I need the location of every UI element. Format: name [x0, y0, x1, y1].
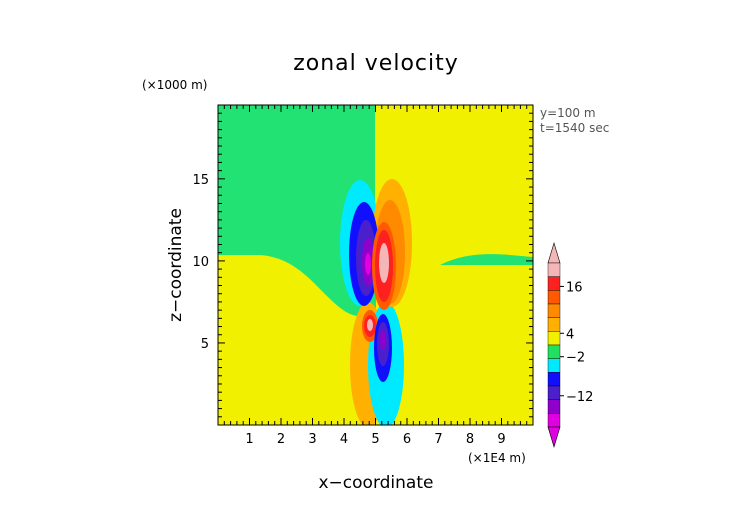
x-tick-label: 8 — [466, 432, 474, 447]
y-tick-label: 5 — [201, 337, 209, 352]
colorbar-swatch — [547, 372, 561, 387]
colorbar — [547, 241, 561, 449]
colorbar-swatch — [547, 262, 561, 277]
x-tick-label: 1 — [245, 432, 253, 447]
x-multiplier-label: (×1E4 m) — [468, 451, 526, 465]
x-tick-label: 5 — [371, 432, 379, 447]
x-tick-labels: 1 2 3 4 5 6 7 8 9 — [245, 432, 505, 447]
y-axis-label: z−coordinate — [166, 208, 186, 322]
colorbar-tick-label: −12 — [566, 390, 593, 405]
x-tick-marks — [217, 105, 534, 425]
y-tick-label: 15 — [192, 173, 209, 188]
colorbar-swatch — [547, 331, 561, 346]
x-tick-label: 2 — [277, 432, 285, 447]
plot-area — [218, 105, 533, 425]
y-tick-labels: 5 10 15 — [192, 173, 209, 352]
upper-pink-core — [379, 243, 389, 283]
y-multiplier-label: (×1000 m) — [142, 78, 207, 92]
chart-title: zonal velocity — [293, 51, 459, 76]
annotation-t: t=1540 sec — [540, 121, 609, 135]
colorbar-swatch — [547, 358, 561, 373]
x-tick-label: 9 — [497, 432, 505, 447]
colorbar-swatch — [547, 413, 561, 428]
colorbar-bottom-arrow — [547, 426, 561, 449]
lower-pink-core — [367, 319, 373, 331]
colorbar-swatch — [547, 276, 561, 291]
x-tick-label: 6 — [403, 432, 411, 447]
x-tick-label: 7 — [434, 432, 442, 447]
colorbar-swatch — [547, 399, 561, 414]
colorbar-swatch — [547, 344, 561, 359]
colorbar-tick-label: 16 — [566, 280, 583, 295]
colorbar-swatch — [547, 385, 561, 400]
x-tick-label: 3 — [308, 432, 316, 447]
x-axis-label: x−coordinate — [319, 473, 434, 493]
colorbar-tick-label: −2 — [566, 351, 585, 366]
colorbar-top-arrow — [547, 241, 561, 264]
y-tick-marks — [218, 104, 533, 426]
colorbar-tick-label: 4 — [566, 327, 574, 342]
y-tick-label: 10 — [192, 255, 209, 270]
upper-right-green-shoulder — [440, 254, 533, 265]
yellow-wave-band — [376, 255, 533, 318]
colorbar-swatch — [547, 303, 561, 318]
annotation-y: y=100 m — [540, 106, 596, 120]
green-wave-band — [218, 255, 376, 318]
colorbar-swatch — [547, 290, 561, 305]
x-tick-label: 4 — [340, 432, 348, 447]
colorbar-swatch — [547, 317, 561, 332]
lower-purple-core — [380, 330, 386, 350]
upper-magenta-core — [365, 253, 371, 275]
colorbar-tick-labels: 16 4 −2 −12 — [560, 280, 593, 405]
